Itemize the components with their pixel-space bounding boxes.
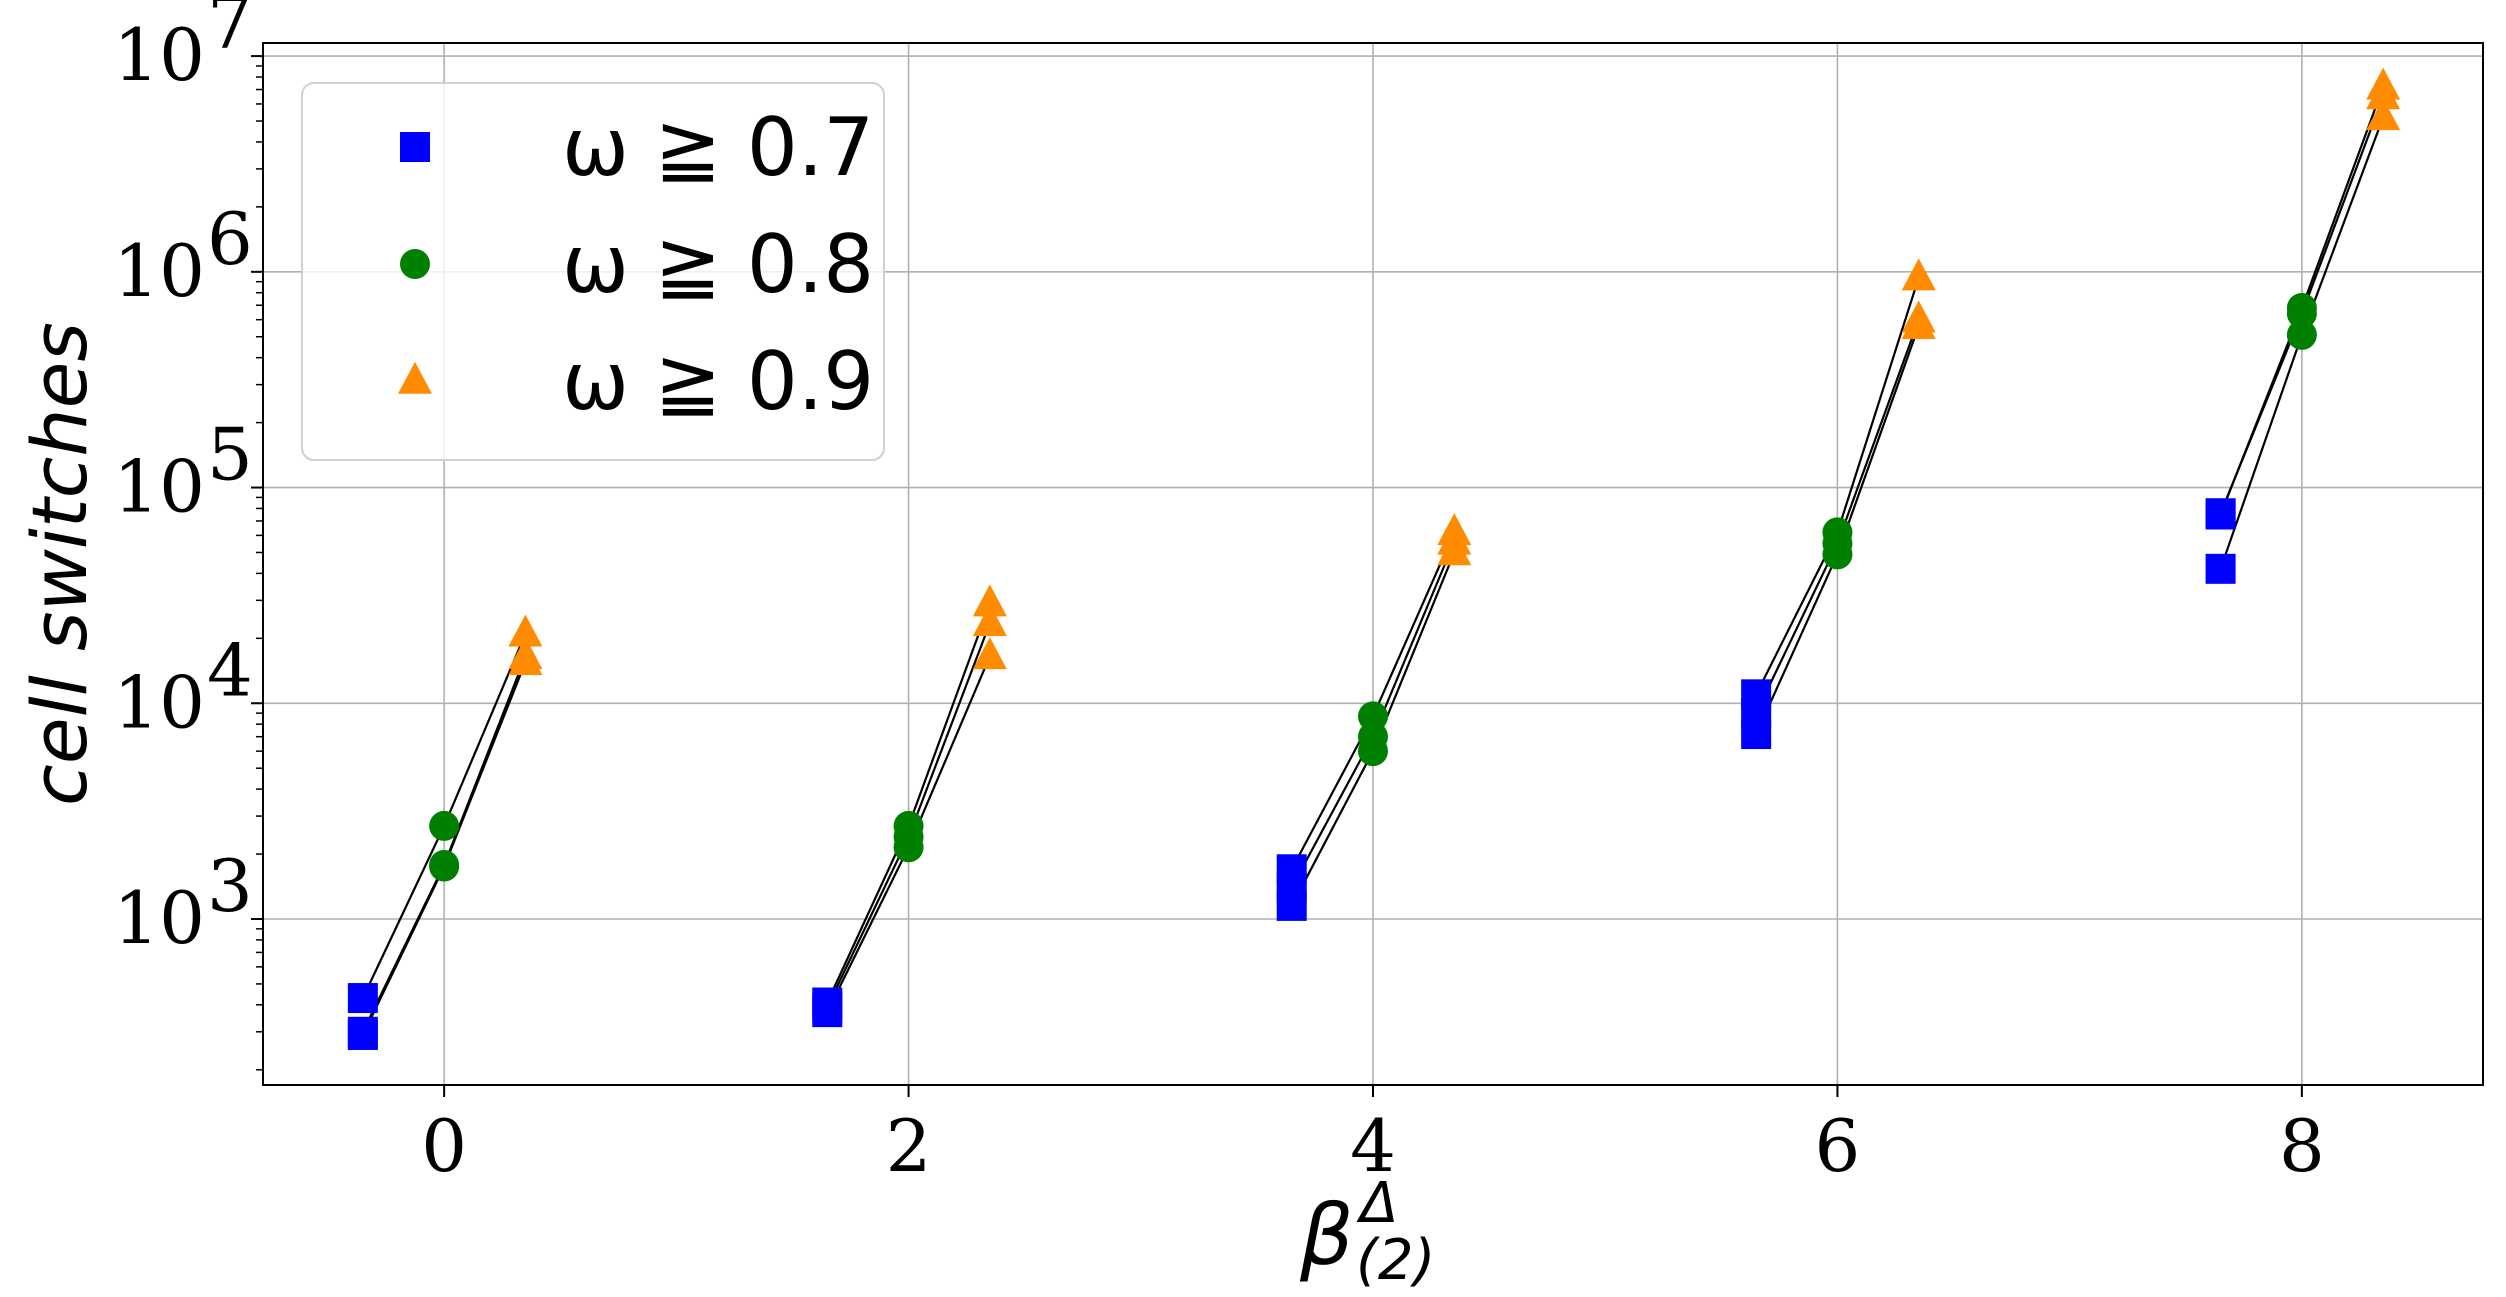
square-marker bbox=[1276, 872, 1307, 903]
y-tick-label: 10 bbox=[113, 229, 205, 313]
triangle-marker bbox=[2366, 98, 2401, 131]
circle-marker bbox=[893, 821, 924, 852]
triangle-marker bbox=[1901, 258, 1936, 291]
circle-marker bbox=[429, 849, 460, 880]
square-marker bbox=[347, 1016, 378, 1047]
y-tick-label: 10 bbox=[113, 660, 205, 744]
triangle-marker bbox=[972, 604, 1007, 637]
x-axis-title: β bbox=[1299, 1186, 1354, 1284]
square-marker bbox=[1741, 698, 1772, 729]
legend-label: ω ≧ 0.7 bbox=[562, 101, 874, 194]
legend: ω ≧ 0.7 ω ≧ 0.8 ω ≧ 0.9 bbox=[301, 82, 885, 461]
y-tick-exponent: 7 bbox=[207, 0, 253, 65]
circle-marker bbox=[2286, 319, 2317, 350]
circle-marker bbox=[429, 810, 460, 841]
y-tick-label: 10 bbox=[113, 445, 205, 529]
circle-marker bbox=[2286, 298, 2317, 329]
legend-triangle-marker bbox=[398, 361, 432, 394]
x-tick-label: 8 bbox=[2279, 1104, 2325, 1188]
legend-box bbox=[301, 82, 885, 461]
square-marker bbox=[2205, 553, 2236, 584]
y-tick-label: 10 bbox=[113, 876, 205, 960]
circle-marker bbox=[1822, 528, 1853, 559]
x-axis-title-subscript: (2) bbox=[1356, 1228, 1435, 1293]
triangle-marker bbox=[2366, 77, 2401, 110]
triangle-marker bbox=[972, 637, 1007, 670]
y-tick-label: 10 bbox=[113, 13, 205, 97]
triangle-marker bbox=[508, 614, 543, 647]
legend-circle-marker bbox=[400, 249, 430, 279]
x-axis-title-superscript: Δ bbox=[1356, 1171, 1398, 1236]
square-marker bbox=[347, 983, 378, 1014]
y-tick-exponent: 6 bbox=[207, 197, 253, 281]
triangle-marker bbox=[972, 584, 1007, 617]
triangle-marker bbox=[1901, 300, 1936, 333]
square-marker bbox=[2205, 498, 2236, 529]
legend-label: ω ≧ 0.9 bbox=[562, 335, 874, 428]
y-axis-title: cell switches bbox=[15, 322, 104, 806]
y-tick-exponent: 5 bbox=[207, 413, 253, 497]
triangle-marker bbox=[508, 637, 543, 670]
legend-square-marker bbox=[400, 132, 430, 162]
circle-marker bbox=[1358, 721, 1388, 752]
y-tick-exponent: 4 bbox=[207, 628, 253, 712]
triangle-marker bbox=[1437, 522, 1472, 555]
data-markers bbox=[347, 67, 2401, 1050]
square-marker bbox=[812, 992, 843, 1023]
x-tick-label: 0 bbox=[421, 1104, 467, 1188]
x-tick-label: 2 bbox=[886, 1104, 932, 1188]
x-tick-label: 6 bbox=[1815, 1104, 1861, 1188]
x-tick-label: 4 bbox=[1350, 1104, 1396, 1188]
legend-label: ω ≧ 0.8 bbox=[562, 218, 874, 311]
y-tick-exponent: 3 bbox=[207, 844, 253, 928]
